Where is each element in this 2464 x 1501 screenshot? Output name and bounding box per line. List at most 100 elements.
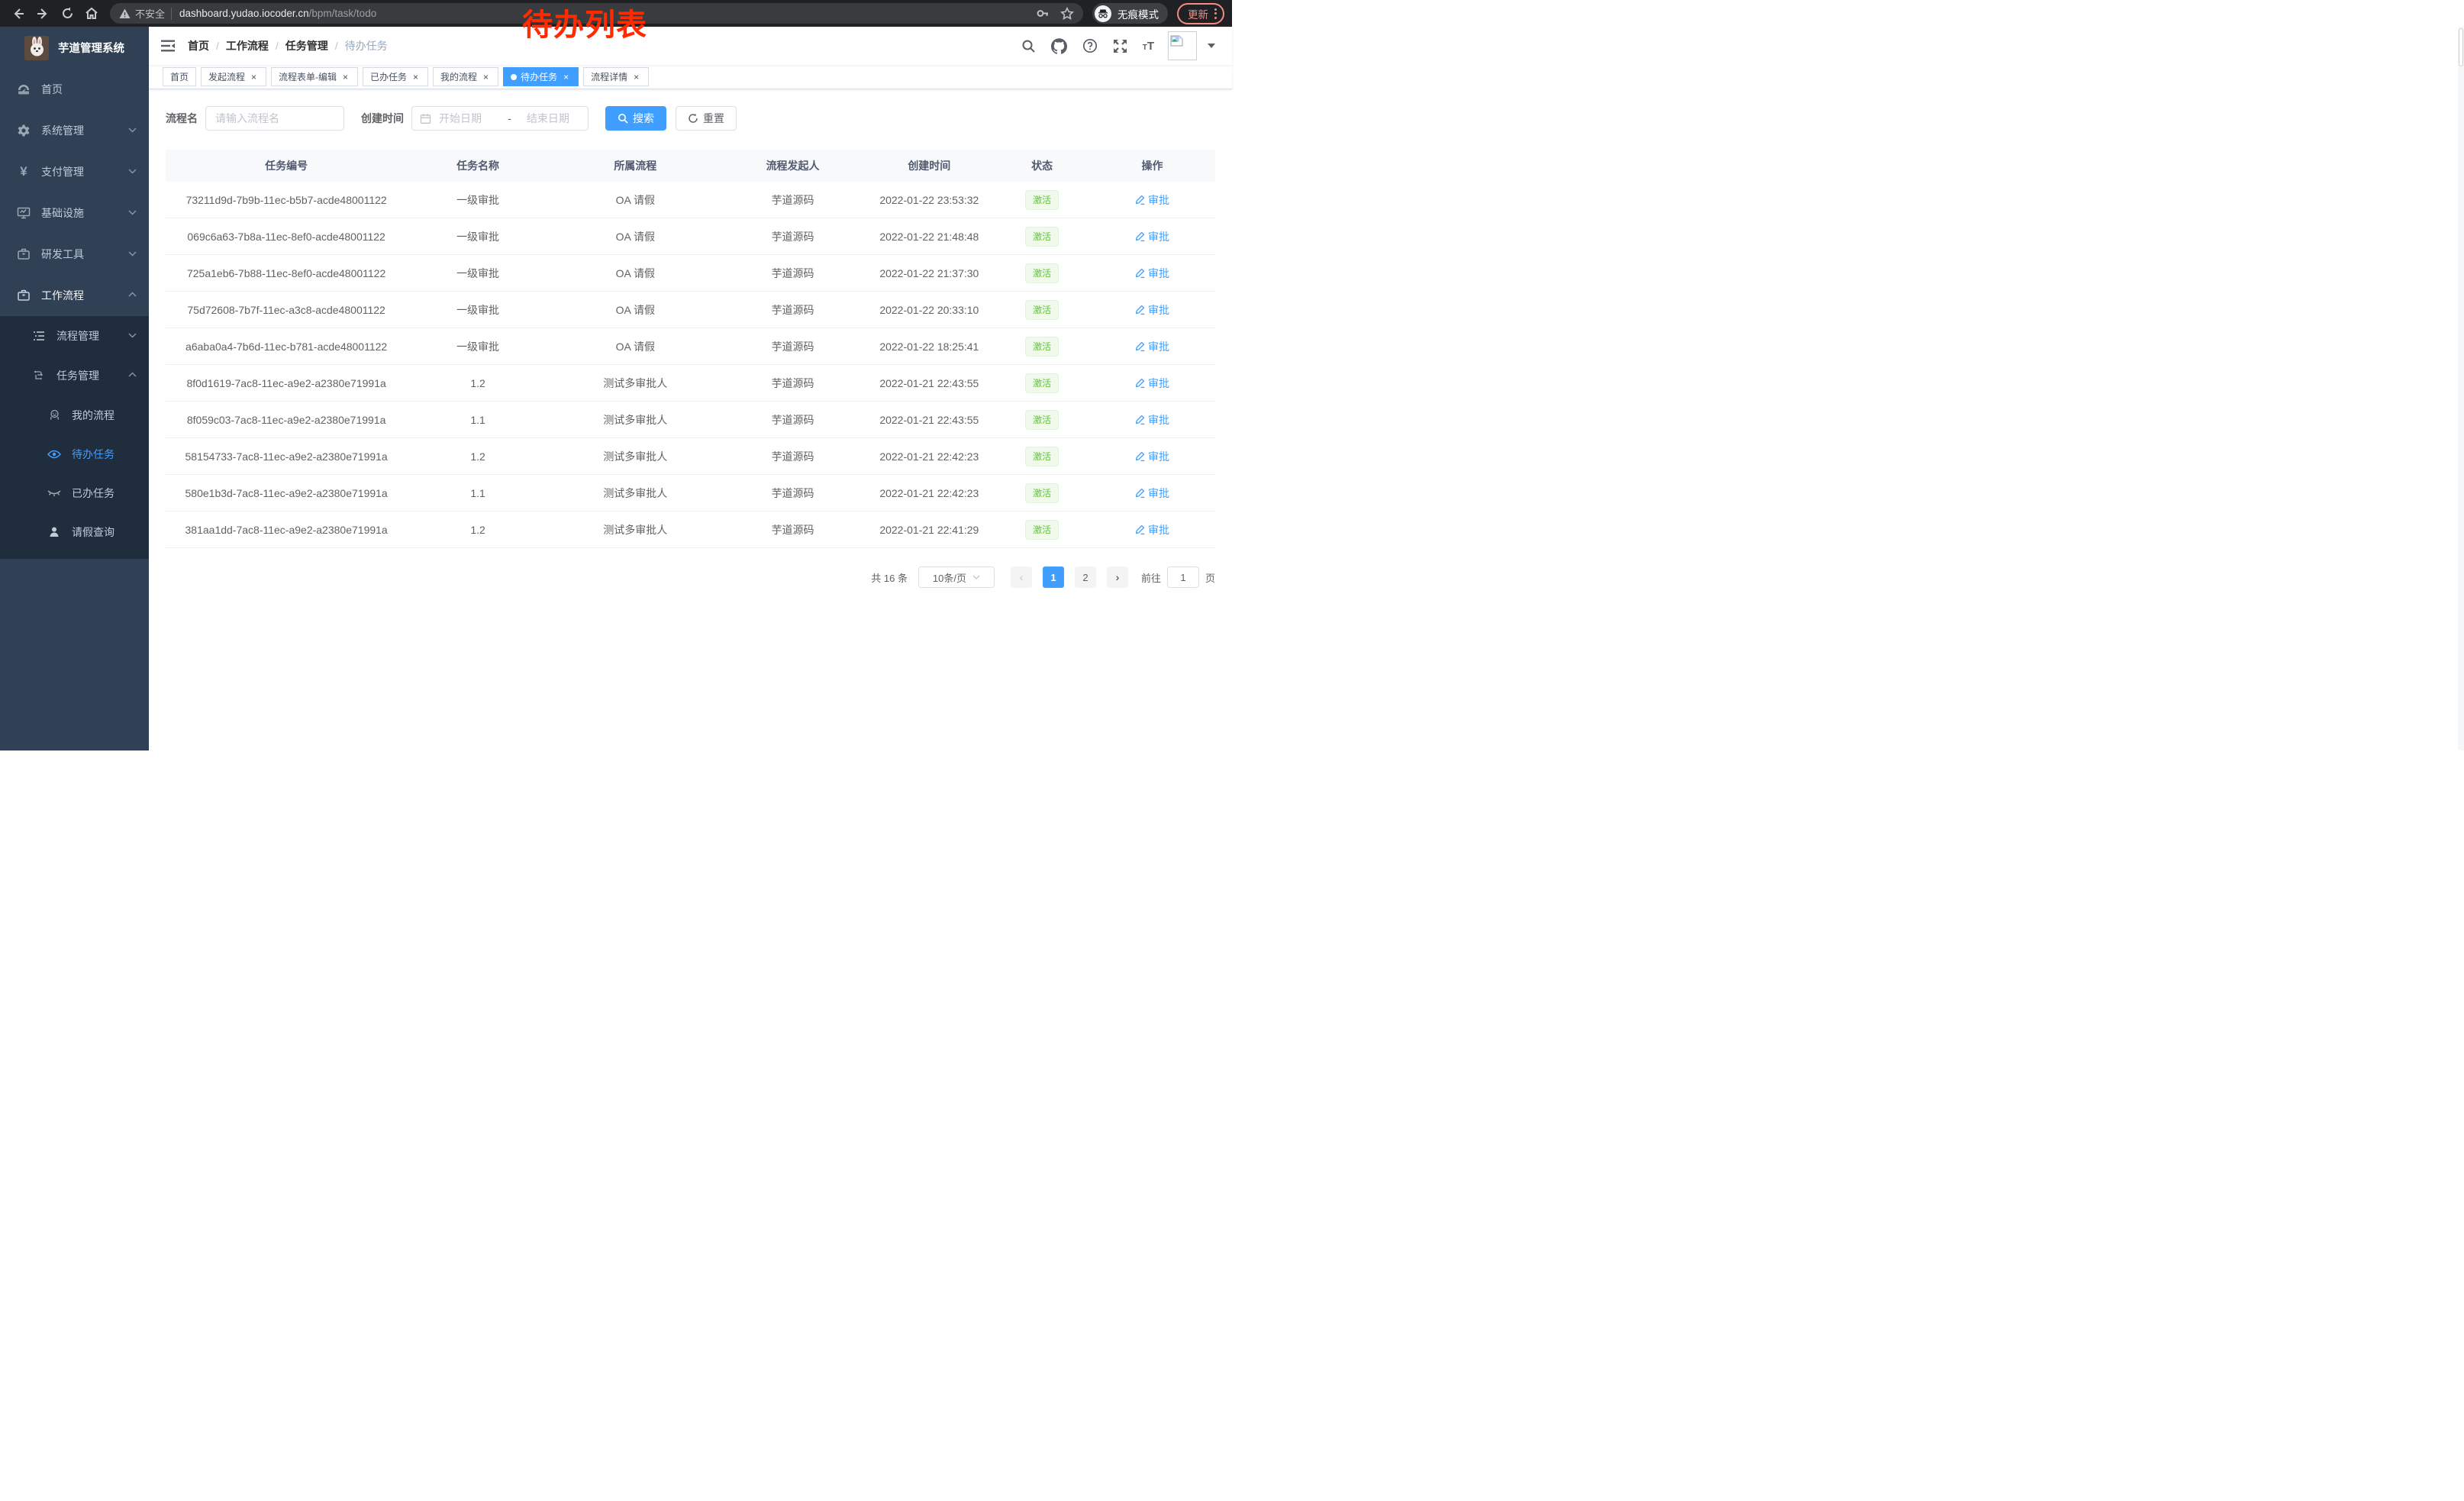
sidebar-item-leave-query[interactable]: 请假查询 bbox=[0, 512, 149, 551]
page-button-2[interactable]: 2 bbox=[1074, 567, 1096, 588]
approve-link[interactable]: 审批 bbox=[1135, 192, 1169, 208]
sidebar-collapse-icon[interactable] bbox=[149, 38, 188, 53]
start-date-placeholder: 开始日期 bbox=[439, 112, 482, 124]
cell-status: 激活 bbox=[995, 299, 1089, 320]
sidebar-item-my-process[interactable]: 我的流程 bbox=[0, 395, 149, 434]
tag-tab[interactable]: 我的流程 × bbox=[433, 67, 499, 86]
tag-tab[interactable]: 待办任务 × bbox=[503, 67, 579, 86]
browser-menu-icon[interactable] bbox=[1214, 8, 1217, 19]
cell-task-name: 1.2 bbox=[470, 523, 485, 536]
tag-tab[interactable]: 首页 × bbox=[163, 67, 197, 86]
cell-initiator: 芋道源码 bbox=[771, 450, 814, 463]
cell-create-time: 2022-01-21 22:42:23 bbox=[879, 450, 979, 463]
process-name-input[interactable]: 请输入流程名 bbox=[205, 106, 344, 131]
approve-link[interactable]: 审批 bbox=[1135, 266, 1169, 281]
approve-link[interactable]: 审批 bbox=[1135, 376, 1169, 391]
approve-link[interactable]: 审批 bbox=[1135, 522, 1169, 537]
tab-close-icon[interactable]: × bbox=[634, 71, 640, 82]
address-bar[interactable]: 不安全 dashboard.yudao.iocoder.cn/bpm/task/… bbox=[110, 3, 1083, 24]
app-logo[interactable]: 芋道管理系统 bbox=[0, 27, 149, 69]
bookmark-star-icon[interactable] bbox=[1060, 6, 1074, 21]
sidebar-item-infrastructure[interactable]: 基础设施 bbox=[0, 192, 149, 234]
not-secure-label[interactable]: 不安全 bbox=[135, 8, 166, 20]
col-header-status: 状态 bbox=[1031, 160, 1053, 172]
cell-task-name: 一级审批 bbox=[456, 230, 500, 243]
cell-task-name: 一级审批 bbox=[456, 340, 500, 353]
breadcrumb-workflow[interactable]: 工作流程 bbox=[225, 40, 269, 52]
sidebar-item-devtools[interactable]: 研发工具 bbox=[0, 234, 149, 275]
approve-link[interactable]: 审批 bbox=[1135, 302, 1169, 318]
edit-pencil-icon bbox=[1135, 488, 1145, 498]
page-button-1[interactable]: 1 bbox=[1042, 567, 1064, 588]
url-path[interactable]: /bpm/task/todo bbox=[308, 8, 377, 19]
breadcrumb-task-management[interactable]: 任务管理 bbox=[285, 40, 328, 52]
github-icon[interactable] bbox=[1050, 37, 1067, 54]
avatar-dropdown-caret[interactable] bbox=[1208, 44, 1215, 48]
sidebar-item-workflow[interactable]: 工作流程 bbox=[0, 275, 149, 316]
page-content: 流程名 请输入流程名 创建时间 开始日期 - 结束日期 bbox=[149, 89, 1232, 750]
tag-tab[interactable]: 流程详情 × bbox=[583, 67, 650, 86]
tab-close-icon[interactable]: × bbox=[483, 71, 489, 82]
incognito-icon bbox=[1095, 5, 1111, 22]
tag-tab[interactable]: 发起流程 × bbox=[201, 67, 267, 86]
reset-button[interactable]: 重置 bbox=[676, 106, 737, 131]
sidebar-item-todo-task[interactable]: 待办任务 bbox=[0, 434, 149, 473]
password-key-icon[interactable] bbox=[1037, 7, 1050, 20]
tab-label: 已办任务 bbox=[370, 72, 408, 82]
not-secure-warning-icon[interactable] bbox=[119, 8, 131, 19]
approve-link[interactable]: 审批 bbox=[1135, 339, 1169, 354]
chevron-up-icon bbox=[128, 372, 137, 377]
edit-pencil-icon bbox=[1135, 525, 1145, 534]
approve-link[interactable]: 审批 bbox=[1135, 449, 1169, 464]
tag-tab[interactable]: 流程表单-编辑 × bbox=[271, 67, 359, 86]
tab-close-icon[interactable]: × bbox=[563, 71, 569, 82]
approve-link[interactable]: 审批 bbox=[1135, 486, 1169, 501]
browser-update-button[interactable]: 更新 bbox=[1177, 2, 1224, 24]
approve-link[interactable]: 审批 bbox=[1135, 412, 1169, 428]
browser-forward-icon[interactable] bbox=[32, 3, 53, 24]
cell-create-time: 2022-01-21 22:42:23 bbox=[879, 486, 979, 499]
sidebar-item-home[interactable]: 首页 bbox=[0, 69, 149, 110]
table-row: a6aba0a4-7b6d-11ec-b781-acde48001122 一级审… bbox=[166, 328, 1215, 365]
cell-status: 激活 bbox=[995, 263, 1089, 283]
cell-task-name: 一级审批 bbox=[456, 266, 500, 279]
header-search-icon[interactable] bbox=[1021, 39, 1036, 53]
status-badge: 激活 bbox=[1025, 263, 1059, 283]
prev-page-button[interactable]: ‹ bbox=[1010, 567, 1032, 588]
page-scrollbar[interactable] bbox=[2458, 27, 2464, 750]
help-icon[interactable] bbox=[1082, 38, 1098, 53]
cell-task-name: 一级审批 bbox=[456, 303, 500, 316]
date-range-picker[interactable]: 开始日期 - 结束日期 bbox=[411, 106, 589, 131]
tab-close-icon[interactable]: × bbox=[251, 71, 257, 82]
cell-initiator: 芋道源码 bbox=[771, 486, 814, 499]
tab-close-icon[interactable]: × bbox=[413, 71, 419, 82]
font-size-icon[interactable]: TT bbox=[1142, 39, 1154, 53]
goto-page-input[interactable] bbox=[1166, 567, 1199, 588]
browser-reload-icon[interactable] bbox=[56, 3, 78, 24]
tab-close-icon[interactable]: × bbox=[343, 71, 349, 82]
url-host[interactable]: dashboard.yudao.iocoder.cn bbox=[179, 8, 309, 19]
sidebar-item-system[interactable]: 系统管理 bbox=[0, 110, 149, 151]
status-badge: 激活 bbox=[1025, 373, 1059, 393]
sidebar-item-done-task[interactable]: 已办任务 bbox=[0, 473, 149, 512]
page-size-select[interactable]: 10条/页 bbox=[918, 567, 995, 588]
next-page-button[interactable]: › bbox=[1106, 567, 1128, 588]
table-row: 725a1eb6-7b88-11ec-8ef0-acde48001122 一级审… bbox=[166, 255, 1215, 292]
search-button[interactable]: 搜索 bbox=[605, 106, 666, 131]
browser-home-icon[interactable] bbox=[81, 3, 102, 24]
sidebar-item-payment[interactable]: ¥ 支付管理 bbox=[0, 151, 149, 192]
tag-tab[interactable]: 已办任务 × bbox=[363, 67, 429, 86]
breadcrumb-home[interactable]: 首页 bbox=[188, 40, 209, 52]
avatar[interactable] bbox=[1168, 31, 1197, 60]
cell-task-id: a6aba0a4-7b6d-11ec-b781-acde48001122 bbox=[185, 340, 388, 353]
status-badge: 激活 bbox=[1025, 226, 1059, 247]
browser-back-icon[interactable] bbox=[8, 3, 29, 24]
fullscreen-icon[interactable] bbox=[1113, 39, 1127, 53]
scrollbar-thumb[interactable] bbox=[2459, 28, 2463, 66]
sidebar-item-process-management[interactable]: 流程管理 bbox=[0, 316, 149, 356]
cell-task-id: 381aa1dd-7ac8-11ec-a9e2-a2380e71991a bbox=[185, 523, 388, 536]
sidebar-item-task-management[interactable]: 任务管理 bbox=[0, 356, 149, 395]
cell-task-id: 75d72608-7b7f-11ec-a3c8-acde48001122 bbox=[187, 303, 385, 316]
sidebar-item-label: 支付管理 bbox=[41, 166, 84, 178]
approve-link[interactable]: 审批 bbox=[1135, 229, 1169, 244]
